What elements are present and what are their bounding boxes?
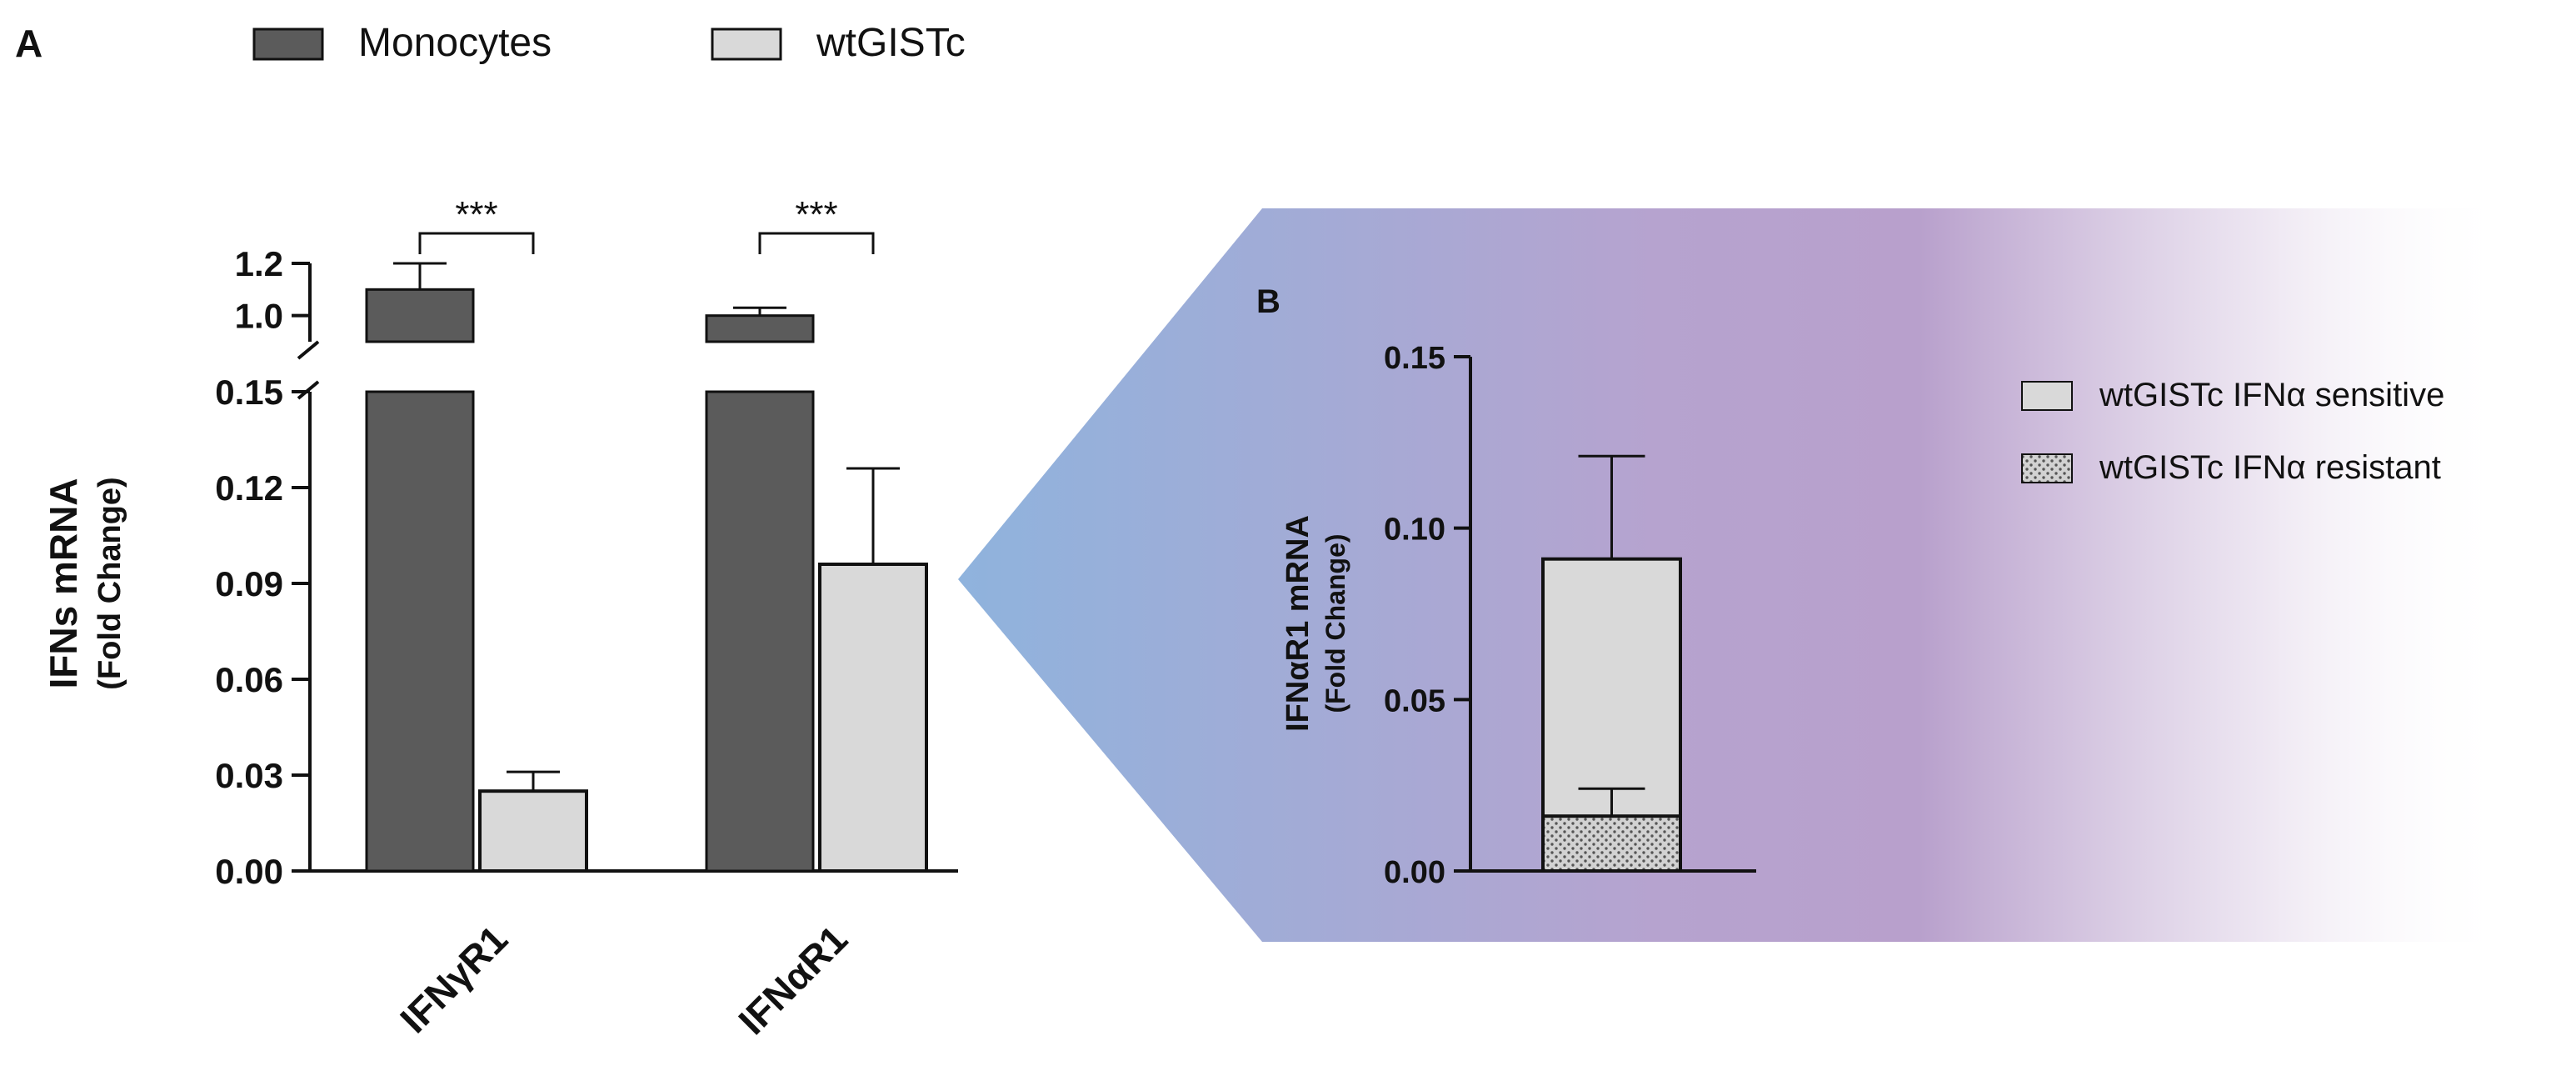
bar-wtgistc-0	[478, 789, 588, 873]
legend-label-sensitive: wtGISTc IFNα sensitive	[2099, 377, 2444, 413]
panel-a-ylabel-main: IFNs mRNA	[42, 478, 85, 688]
panel-b-ylabel-main: IFNαR1 mRNA	[1281, 515, 1315, 732]
bar-monocytes-1	[705, 390, 815, 873]
legend-label-wtgistc: wtGISTc	[816, 21, 966, 65]
y-tick-label-upper: 1.2	[235, 244, 283, 283]
b-y-tick-label: 0.15	[1384, 341, 1445, 376]
y-tick-label-lower: 0.09	[215, 564, 283, 603]
panel-b-chart: 0.00 0.05 0.10 0.15	[1384, 341, 1756, 890]
legend-swatch-sensitive	[2021, 381, 2073, 411]
axis-break-mark	[297, 340, 320, 360]
panel-a-ylabel: IFNs mRNA (Fold Change)	[42, 477, 127, 689]
significance-label: ***	[795, 194, 837, 235]
b-y-tick-label: 0.05	[1384, 683, 1445, 718]
legend-swatch-wtgistc	[711, 28, 782, 61]
panel-b-label: B	[1256, 283, 1281, 320]
bar-monocytes-0	[365, 390, 475, 873]
b-y-tick-label: 0.10	[1384, 513, 1445, 548]
bar-resistant	[1541, 814, 1682, 873]
panel-b-ylabel: IFNαR1 mRNA (Fold Change)	[1281, 515, 1350, 732]
bar-monocytes-upper-0	[365, 288, 475, 343]
legend-swatch-resistant	[2021, 453, 2073, 483]
panel-a-chart: 0.00 0.03 0.06 0.09 0.12 0.15 1.0 1.2 *** IFNγR1 *…	[215, 194, 958, 1043]
b-y-tick-label: 0.00	[1384, 855, 1445, 890]
y-tick-label-lower: 0.00	[215, 852, 283, 891]
y-tick-label-upper: 1.0	[235, 297, 283, 336]
x-tick-label: IFNαR1	[730, 917, 856, 1043]
panel-a-ylabel-sub: (Fold Change)	[92, 477, 127, 689]
y-tick-label-lower: 0.06	[215, 660, 283, 699]
legend: Monocytes wtGISTc	[252, 21, 966, 65]
bar-wtgistc-1	[818, 563, 928, 873]
significance-bracket	[758, 232, 875, 254]
significance-label: ***	[455, 194, 497, 235]
arrow-background	[958, 208, 2508, 942]
panel-a-label: A	[15, 22, 42, 65]
legend-swatch-monocytes	[252, 28, 324, 61]
panel-b-ylabel-sub: (Fold Change)	[1320, 533, 1350, 713]
significance-bracket	[418, 232, 535, 254]
x-tick-label: IFNγR1	[392, 917, 516, 1041]
y-tick-label-lower: 0.15	[215, 373, 283, 412]
y-tick-label-lower: 0.03	[215, 756, 283, 795]
legend-label-resistant: wtGISTc IFNα resistant	[2099, 449, 2441, 486]
panel-b-legend: wtGISTc IFNα sensitive wtGISTc IFNα resi…	[2021, 377, 2444, 486]
legend-label-monocytes: Monocytes	[358, 21, 552, 65]
bar-monocytes-upper-1	[705, 314, 815, 343]
y-tick-label-lower: 0.12	[215, 468, 283, 508]
